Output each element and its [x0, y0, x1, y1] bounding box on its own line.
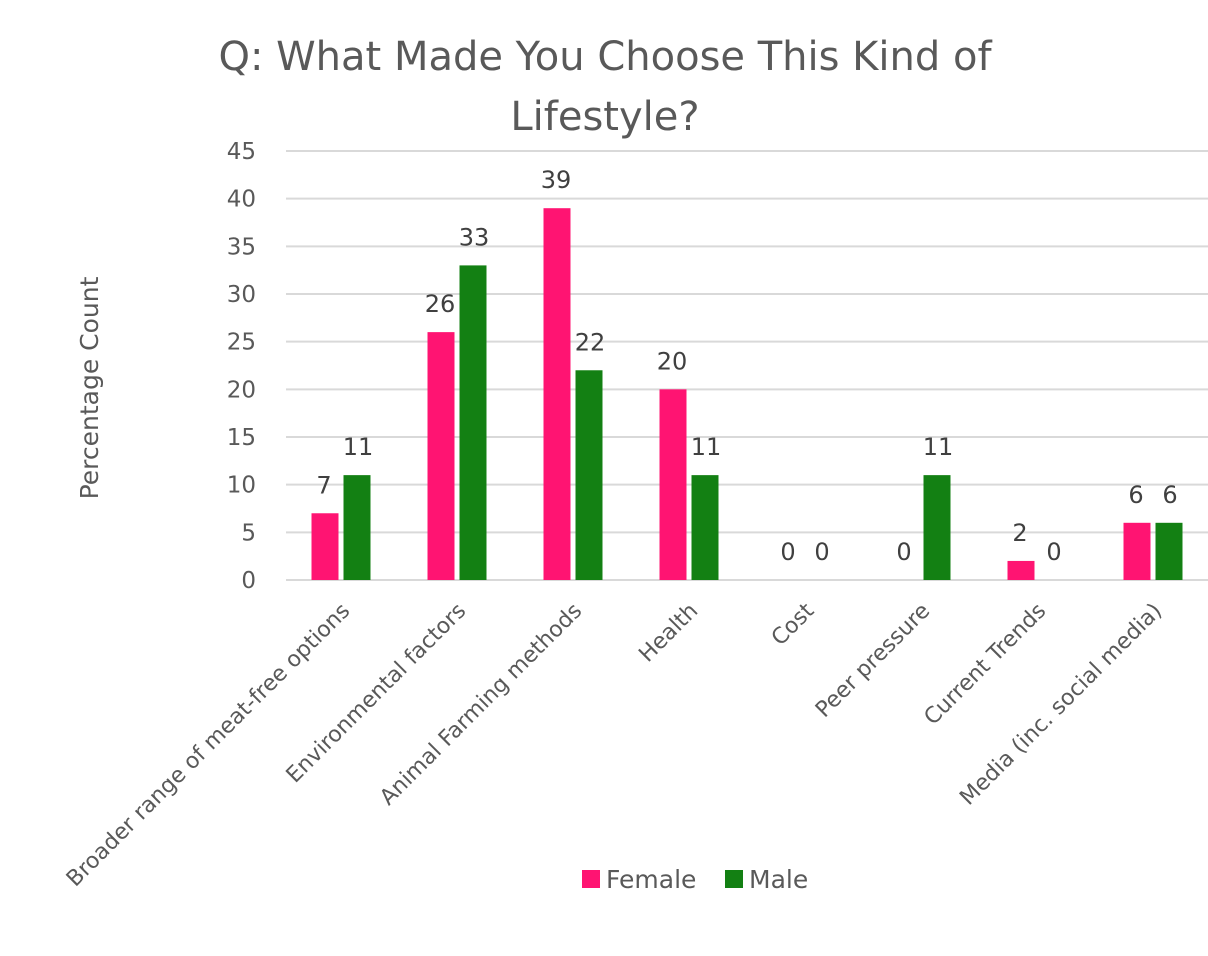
legend-item-male: Male	[725, 865, 808, 894]
category-label: Health	[634, 599, 703, 668]
bar-female-3	[543, 208, 571, 580]
data-label-female-6: 0	[896, 538, 911, 566]
legend-label: Female	[606, 865, 696, 894]
y-tick-label: 15	[227, 425, 256, 451]
data-label-female-7: 2	[1012, 519, 1027, 547]
legend: Female Male	[582, 865, 808, 894]
y-tick-label: 40	[227, 187, 256, 213]
data-label-male-7: 0	[1046, 538, 1061, 566]
data-label-female-3: 39	[541, 166, 572, 194]
y-tick-label: 25	[227, 330, 256, 356]
y-tick-label: 35	[227, 234, 256, 260]
data-label-female-2: 26	[425, 290, 456, 318]
category-label: Animal Farming methods	[375, 599, 587, 811]
bar-male-3	[575, 370, 603, 580]
data-label-female-1: 7	[316, 471, 331, 499]
bar-female-1	[311, 513, 339, 580]
chart-title-line-2: Lifestyle?	[510, 94, 699, 140]
bar-male-1	[343, 475, 371, 580]
category-label: Media (inc. social media)	[955, 599, 1167, 811]
bar-male-8	[1155, 522, 1183, 580]
bar-male-2	[459, 265, 487, 580]
y-tick-label: 20	[227, 377, 256, 403]
legend-item-female: Female	[582, 865, 696, 894]
data-label-male-6: 11	[923, 433, 954, 461]
legend-swatch	[582, 870, 600, 888]
chart-title-line-1: Q: What Made You Choose This Kind of	[218, 34, 992, 80]
data-label-female-4: 20	[657, 347, 688, 375]
bar-male-4	[691, 475, 719, 580]
bar-female-2	[427, 332, 455, 580]
category-label: Current Trends	[920, 599, 1052, 731]
gridlines	[286, 150, 1208, 581]
data-label-male-2: 33	[459, 223, 490, 251]
data-label-female-8: 6	[1128, 481, 1143, 509]
data-label-male-4: 11	[691, 433, 722, 461]
bars	[311, 208, 1183, 580]
bar-female-8	[1123, 522, 1151, 580]
y-tick-label: 5	[241, 520, 256, 546]
category-label: Peer pressure	[811, 599, 935, 723]
category-label: Cost	[767, 598, 820, 651]
y-tick-label: 45	[227, 139, 256, 165]
data-label-female-5: 0	[780, 538, 795, 566]
bar-male-6	[923, 475, 951, 580]
data-label-male-8: 6	[1162, 481, 1177, 509]
bar-female-4	[659, 389, 687, 580]
chart-title: Q: What Made You Choose This Kind of Lif…	[218, 34, 992, 140]
data-label-male-1: 11	[343, 433, 374, 461]
data-label-male-3: 22	[575, 328, 606, 356]
data-label-male-5: 0	[814, 538, 829, 566]
y-tick-label: 0	[241, 568, 256, 594]
y-axis-label: Percentage Count	[75, 276, 104, 499]
legend-swatch	[725, 870, 743, 888]
y-axis-ticks: 0 5 10 15 20 25 30 35 40 45	[227, 139, 256, 594]
y-tick-label: 10	[227, 473, 256, 499]
legend-label: Male	[749, 865, 808, 894]
y-tick-label: 30	[227, 282, 256, 308]
bar-female-7	[1007, 560, 1035, 580]
category-labels: Broader range of meat-free optionsEnviro…	[62, 598, 1167, 892]
